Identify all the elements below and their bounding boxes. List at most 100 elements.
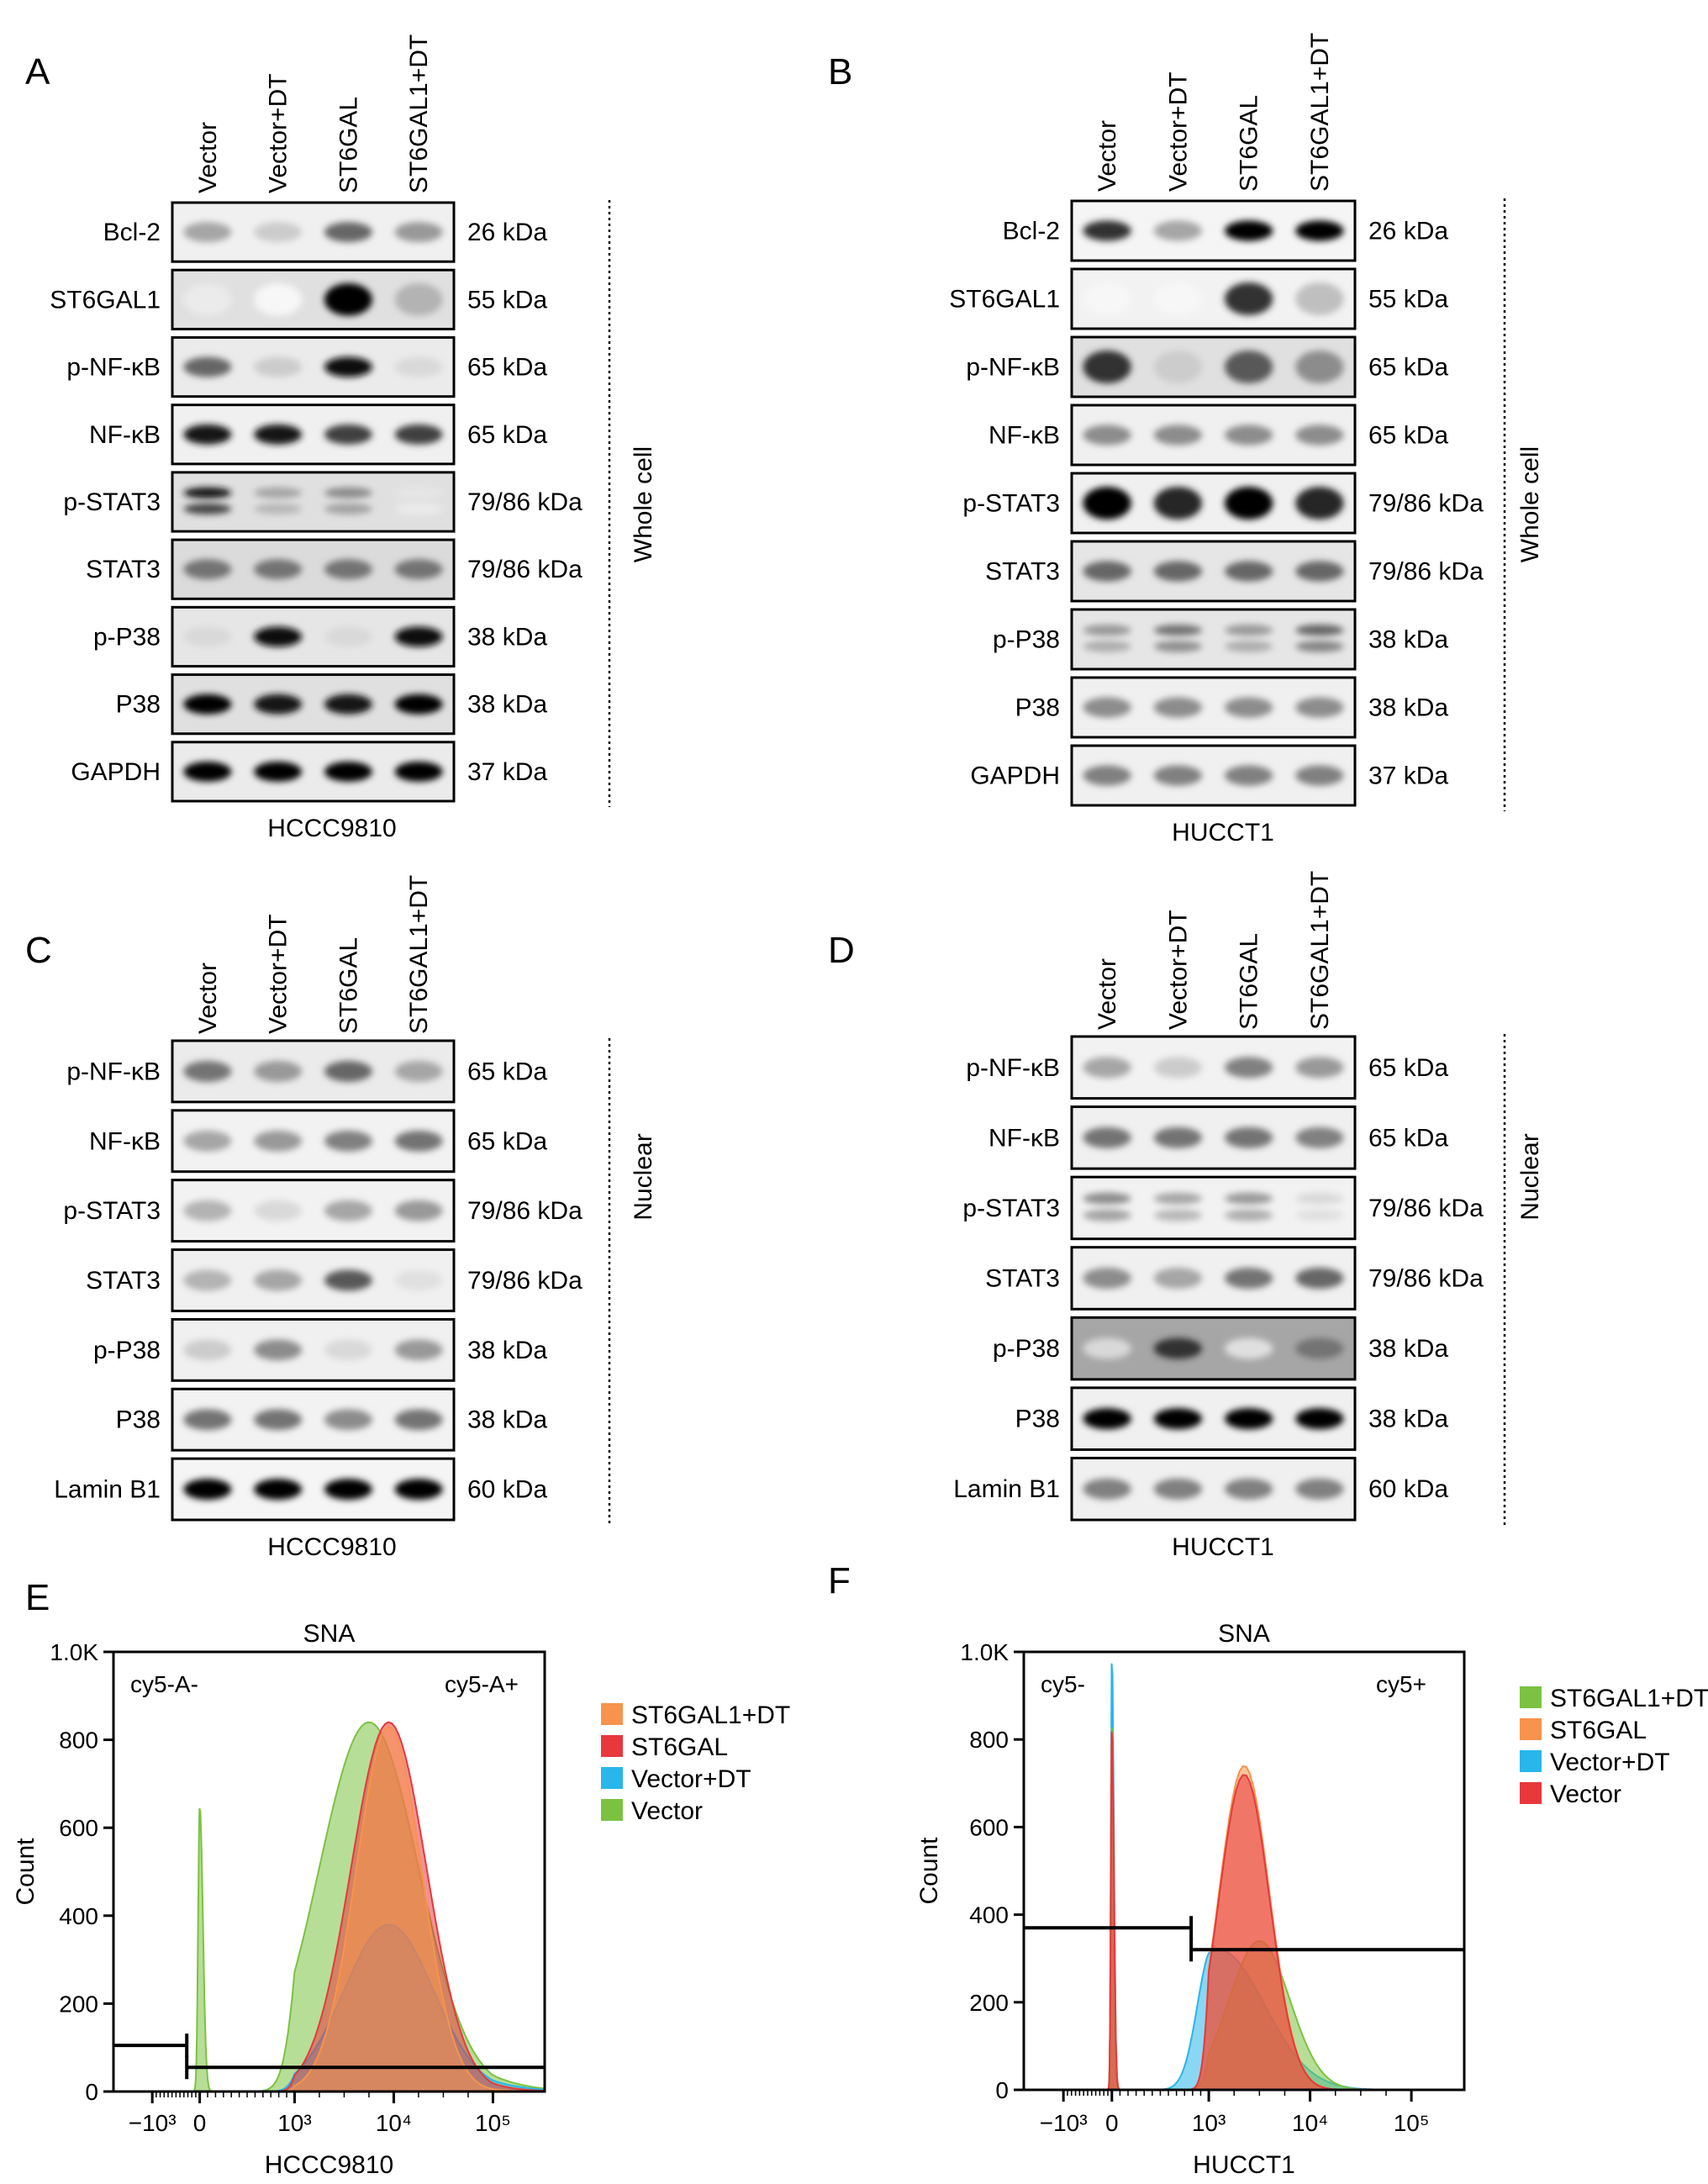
protein-band <box>1083 765 1131 786</box>
protein-label: P38 <box>116 1406 161 1434</box>
blot-row: p-P38 38 kDa <box>993 608 1448 671</box>
protein-band <box>1295 624 1344 636</box>
molecular-weight-label: 60 kDa <box>467 1476 547 1504</box>
protein-band <box>183 694 232 715</box>
molecular-weight-label: 38 kDa <box>1368 1335 1448 1363</box>
protein-label: p-NF-κB <box>966 354 1060 382</box>
protein-band <box>254 1130 303 1152</box>
y-tick-label: 800 <box>59 1728 98 1754</box>
protein-band <box>394 503 443 515</box>
protein-label: p-P38 <box>993 626 1060 654</box>
lane-label: ST6GAL1+DT <box>1306 33 1334 192</box>
lane-label: ST6GAL <box>335 97 362 193</box>
protein-band <box>1153 1209 1203 1221</box>
panel-letter: A <box>25 51 50 92</box>
protein-band <box>1224 1408 1273 1430</box>
protein-band <box>1295 1057 1344 1079</box>
blot-row: P38 38 kDa <box>1015 676 1448 739</box>
protein-label: ST6GAL1 <box>50 286 161 314</box>
blot-row: GAPDH 37 kDa <box>970 744 1448 807</box>
protein-label: STAT3 <box>86 1267 161 1295</box>
protein-band <box>1153 1337 1203 1359</box>
protein-band <box>254 1200 303 1221</box>
protein-label: p-NF-κB <box>66 354 161 382</box>
molecular-weight-label: 37 kDa <box>1368 762 1448 790</box>
protein-band <box>254 761 303 782</box>
protein-band <box>1083 1057 1131 1079</box>
protein-band <box>1224 561 1273 582</box>
legend-label: ST6GAL <box>1550 1717 1647 1744</box>
gate-label-negative: cy5-A- <box>130 1671 198 1697</box>
protein-band <box>183 559 232 580</box>
blot-row: NF-κB 65 kDa <box>988 404 1448 467</box>
protein-band <box>1295 1192 1344 1205</box>
histogram-chart-e: E SNA 0 200 400 600 800 1.0K −10³ 0 10³ 10⁴ 10⁵ HCCC9… <box>12 1577 790 2179</box>
protein-label: Lamin B1 <box>953 1475 1060 1503</box>
protein-band <box>1224 1057 1273 1079</box>
protein-band <box>183 1479 232 1500</box>
x-tick-label: 10⁴ <box>376 2110 412 2136</box>
protein-band <box>394 1200 443 1221</box>
protein-band <box>1083 1267 1131 1290</box>
x-tick-label: 10⁴ <box>1292 2110 1328 2136</box>
western-blot-panel-b: B Vector Vector+DT ST6GAL ST6GAL1+DT Bcl-2 26 … <box>828 33 1544 847</box>
protein-band <box>183 761 232 782</box>
molecular-weight-label: 65 kDa <box>467 1127 547 1155</box>
legend-label: Vector <box>1550 1780 1621 1808</box>
lane-label: Vector+DT <box>1164 71 1192 192</box>
protein-label: GAPDH <box>970 762 1060 790</box>
protein-band <box>1153 486 1203 520</box>
blot-row: NF-κB 65 kDa <box>89 404 547 466</box>
blot-row: p-P38 38 kDa <box>93 605 547 668</box>
blot-row: Lamin B1 60 kDa <box>953 1456 1448 1522</box>
molecular-weight-label: 38 kDa <box>1368 626 1448 654</box>
molecular-weight-label: 38 kDa <box>467 623 547 651</box>
molecular-weight-label: 79/86 kDa <box>467 556 583 583</box>
protein-band <box>1153 1126 1203 1148</box>
lane-label: ST6GAL1+DT <box>1306 871 1334 1030</box>
protein-band <box>1295 765 1344 786</box>
protein-band <box>394 761 443 782</box>
legend-swatch <box>601 1799 623 1821</box>
blot-row: ST6GAL1 55 kDa <box>50 268 547 330</box>
panel-letter: B <box>828 51 852 92</box>
histogram-chart-f: F SNA 0 200 400 600 800 1.0K −10³ 0 10³ 10⁴ 10⁵ HUCCT… <box>828 1560 1708 2179</box>
y-tick-label: 600 <box>59 1815 98 1841</box>
protein-band <box>1153 1267 1203 1290</box>
panel-letter: F <box>828 1560 851 1601</box>
blot-row: ST6GAL1 55 kDa <box>949 267 1448 330</box>
protein-band <box>324 424 372 445</box>
protein-band <box>324 1409 372 1431</box>
x-tick-label: 10³ <box>277 2110 311 2136</box>
protein-label: p-P38 <box>93 1337 161 1364</box>
protein-label: p-NF-κB <box>966 1054 1060 1082</box>
cell-line-label: HUCCT1 <box>1172 1533 1274 1561</box>
protein-label: p-STAT3 <box>962 490 1060 518</box>
molecular-weight-label: 38 kDa <box>467 1406 547 1434</box>
protein-band <box>394 424 443 445</box>
fraction-label: Nuclear <box>1516 1133 1544 1220</box>
protein-band <box>1083 220 1131 241</box>
protein-band <box>1153 1057 1203 1079</box>
protein-band <box>183 487 232 499</box>
y-tick-label: 0 <box>995 2077 1009 2103</box>
molecular-weight-label: 55 kDa <box>1368 286 1448 314</box>
protein-label: STAT3 <box>985 558 1060 586</box>
legend-label: Vector <box>631 1797 703 1825</box>
protein-band <box>254 222 303 243</box>
protein-band <box>183 503 232 515</box>
legend-swatch <box>601 1703 623 1725</box>
protein-band <box>183 626 232 647</box>
protein-label: NF-κB <box>89 421 161 449</box>
gate-label-negative: cy5- <box>1041 1671 1085 1697</box>
legend-label: ST6GAL <box>631 1733 728 1761</box>
fraction-label: Nuclear <box>630 1133 657 1220</box>
blot-strip <box>171 471 456 533</box>
blot-row: STAT3 79/86 kDa <box>985 540 1484 603</box>
protein-band <box>1295 486 1344 520</box>
protein-label: p-P38 <box>993 1335 1060 1363</box>
protein-band <box>254 487 303 499</box>
lane-label: Vector <box>1094 120 1121 192</box>
protein-band <box>324 503 372 515</box>
y-tick-label: 0 <box>85 2079 98 2105</box>
